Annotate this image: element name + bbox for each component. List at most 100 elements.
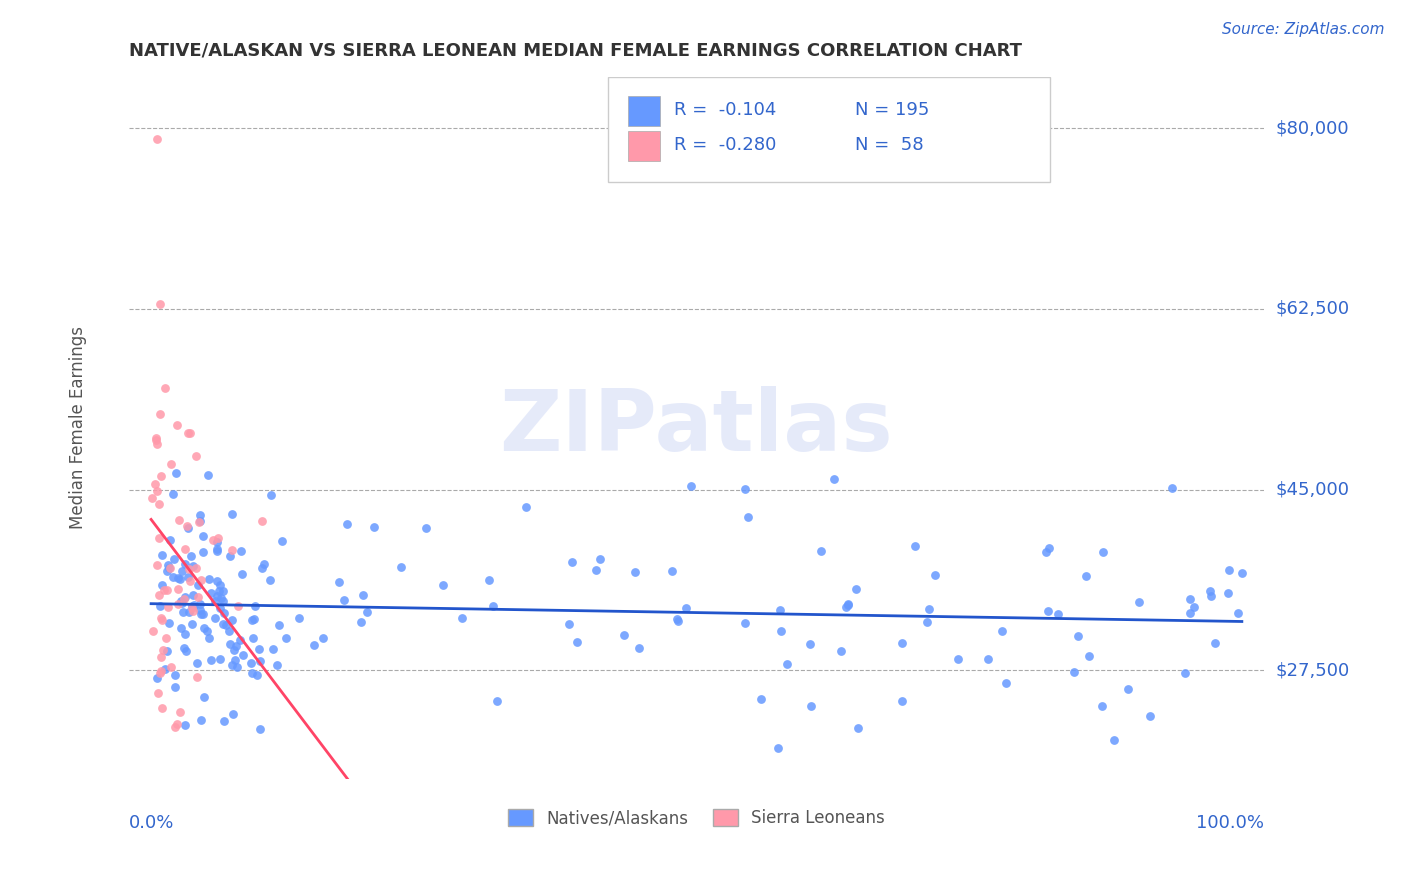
Point (149, 665, 172, 680)
Point (589, 551, 612, 566)
Point (1174, 666, 1197, 681)
Point (159, 533, 181, 547)
Point (149, 611, 172, 625)
Text: $45,000: $45,000 (1275, 481, 1348, 499)
Point (837, 597, 859, 611)
Point (204, 611, 226, 625)
Point (169, 705, 191, 719)
Text: $80,000: $80,000 (1275, 120, 1348, 137)
Point (187, 515, 209, 529)
Point (221, 658, 243, 673)
Point (890, 694, 912, 708)
Point (173, 626, 195, 640)
Point (558, 617, 581, 632)
Point (169, 572, 191, 586)
Point (247, 642, 270, 657)
Point (1038, 541, 1060, 555)
Point (613, 628, 636, 642)
Point (160, 660, 183, 674)
Point (624, 566, 647, 580)
Point (1204, 635, 1226, 649)
Point (205, 534, 228, 549)
Point (180, 599, 202, 613)
Point (142, 624, 165, 639)
Point (153, 582, 176, 597)
Point (665, 612, 688, 626)
Point (214, 606, 236, 620)
Point (810, 544, 832, 558)
Point (977, 651, 1000, 665)
Point (193, 690, 215, 705)
Point (181, 559, 204, 574)
Text: 100.0%: 100.0% (1195, 814, 1264, 832)
Point (890, 636, 912, 650)
Point (212, 594, 235, 608)
Point (994, 675, 1017, 690)
Point (149, 407, 172, 421)
Point (146, 483, 169, 498)
Point (165, 680, 187, 694)
Point (184, 561, 207, 575)
Point (157, 561, 180, 575)
Point (239, 656, 262, 670)
Point (485, 694, 508, 708)
Point (202, 533, 225, 547)
Point (187, 590, 209, 604)
Point (207, 532, 229, 546)
Point (190, 573, 212, 587)
Point (208, 578, 231, 592)
Point (198, 631, 221, 645)
Point (218, 624, 240, 638)
Point (565, 635, 588, 649)
Point (219, 637, 242, 651)
Point (229, 633, 252, 648)
Point (209, 651, 232, 665)
Point (212, 714, 235, 729)
Point (799, 637, 821, 651)
Point (242, 666, 264, 681)
Point (145, 477, 167, 491)
Point (149, 468, 172, 483)
Point (197, 467, 219, 482)
Point (515, 500, 537, 515)
Text: R =  -0.280: R = -0.280 (673, 136, 776, 154)
Point (253, 557, 276, 571)
Point (249, 655, 271, 669)
Point (1180, 591, 1202, 606)
Point (187, 578, 209, 592)
Point (768, 603, 790, 617)
Point (904, 539, 927, 553)
Point (166, 582, 188, 596)
Point (675, 600, 697, 615)
Point (191, 544, 214, 558)
Point (1116, 681, 1139, 696)
Point (478, 573, 501, 587)
Point (145, 431, 167, 445)
FancyBboxPatch shape (607, 77, 1050, 182)
Point (155, 631, 177, 645)
Point (152, 642, 174, 657)
Point (170, 564, 193, 578)
Point (1182, 599, 1205, 614)
Point (249, 722, 271, 736)
Point (1139, 709, 1161, 723)
Point (1046, 607, 1069, 622)
Point (188, 597, 211, 611)
Point (219, 549, 242, 564)
Point (150, 613, 173, 627)
Text: $62,500: $62,500 (1275, 300, 1350, 318)
Point (165, 466, 187, 480)
Point (1178, 606, 1201, 620)
Point (167, 513, 190, 527)
Point (179, 426, 201, 441)
Point (212, 617, 235, 632)
Point (228, 599, 250, 614)
Point (1199, 589, 1222, 603)
Point (259, 574, 281, 588)
Point (167, 597, 190, 611)
Point (156, 644, 179, 658)
Point (482, 599, 505, 614)
Point (835, 599, 858, 614)
Point (304, 638, 326, 652)
Point (415, 521, 437, 535)
